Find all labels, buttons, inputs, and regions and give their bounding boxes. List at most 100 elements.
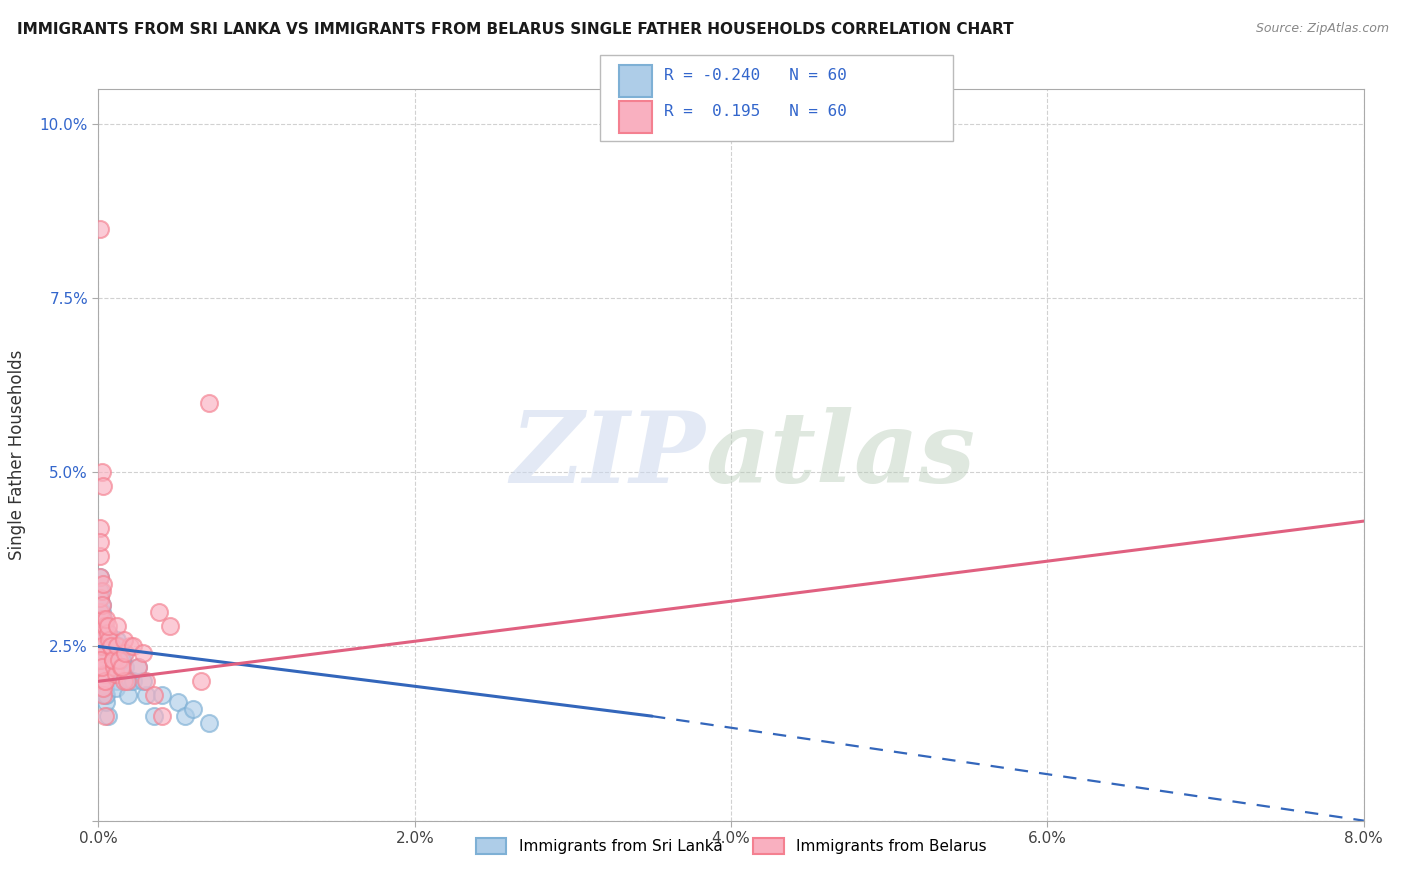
Point bbox=[91, 612, 114, 626]
Point bbox=[148, 605, 170, 619]
Point bbox=[90, 598, 112, 612]
Point bbox=[142, 688, 165, 702]
Point bbox=[93, 660, 117, 674]
Point bbox=[166, 695, 188, 709]
Point bbox=[89, 640, 111, 654]
Point bbox=[198, 716, 221, 731]
Point bbox=[96, 667, 118, 681]
Point bbox=[90, 612, 112, 626]
Point bbox=[91, 640, 114, 654]
Point bbox=[91, 640, 114, 654]
Point bbox=[90, 653, 112, 667]
Point bbox=[120, 640, 141, 654]
Point bbox=[91, 625, 114, 640]
Point bbox=[98, 632, 121, 647]
Point bbox=[90, 640, 112, 654]
Point bbox=[91, 681, 114, 696]
Point bbox=[90, 653, 112, 667]
Point bbox=[100, 640, 122, 654]
Point bbox=[89, 570, 111, 584]
Point bbox=[101, 653, 124, 667]
Point bbox=[89, 570, 111, 584]
Point bbox=[103, 660, 125, 674]
Point bbox=[115, 674, 138, 689]
Point bbox=[107, 632, 129, 647]
Point bbox=[112, 674, 135, 689]
Point bbox=[183, 702, 205, 716]
Point bbox=[91, 618, 114, 632]
Point bbox=[96, 674, 118, 689]
Point bbox=[107, 674, 129, 689]
Point bbox=[111, 660, 134, 674]
Point bbox=[89, 591, 111, 605]
Point bbox=[96, 612, 118, 626]
Point bbox=[115, 674, 138, 689]
Point bbox=[97, 647, 120, 661]
Point bbox=[101, 653, 124, 667]
Point bbox=[132, 647, 155, 661]
Point bbox=[142, 709, 165, 723]
Point bbox=[91, 632, 114, 647]
Text: R = -0.240   N = 60: R = -0.240 N = 60 bbox=[664, 68, 846, 83]
Point bbox=[91, 612, 114, 626]
Text: ZIP: ZIP bbox=[510, 407, 706, 503]
Point bbox=[104, 681, 127, 696]
Point bbox=[122, 674, 145, 689]
Point bbox=[114, 647, 136, 661]
Point bbox=[107, 618, 129, 632]
Point bbox=[190, 674, 212, 689]
Point bbox=[91, 653, 114, 667]
Point bbox=[89, 535, 111, 549]
Point bbox=[98, 640, 121, 654]
Point bbox=[89, 605, 111, 619]
Point bbox=[91, 632, 114, 647]
Point bbox=[93, 660, 117, 674]
Point bbox=[104, 667, 127, 681]
Point bbox=[120, 674, 141, 689]
Point bbox=[96, 695, 118, 709]
Point bbox=[117, 688, 139, 702]
Point bbox=[132, 674, 155, 689]
Point bbox=[90, 466, 112, 480]
Point bbox=[89, 583, 111, 598]
Point bbox=[89, 591, 111, 605]
Point bbox=[93, 681, 117, 696]
Point bbox=[90, 660, 112, 674]
Point bbox=[91, 647, 114, 661]
Text: Source: ZipAtlas.com: Source: ZipAtlas.com bbox=[1256, 22, 1389, 36]
Point bbox=[198, 395, 221, 409]
Point bbox=[100, 640, 122, 654]
Point bbox=[90, 598, 112, 612]
Point bbox=[93, 674, 117, 689]
Point bbox=[103, 667, 125, 681]
Point bbox=[89, 549, 111, 563]
Point bbox=[93, 667, 117, 681]
Point bbox=[93, 618, 117, 632]
Point bbox=[108, 653, 131, 667]
Point bbox=[159, 618, 181, 632]
Point bbox=[97, 625, 120, 640]
Point bbox=[93, 674, 117, 689]
Point bbox=[91, 688, 114, 702]
Y-axis label: Single Father Households: Single Father Households bbox=[8, 350, 25, 560]
Point bbox=[91, 479, 114, 493]
Point bbox=[97, 625, 120, 640]
Text: atlas: atlas bbox=[706, 407, 976, 503]
Point bbox=[112, 632, 135, 647]
Point bbox=[110, 660, 132, 674]
Point bbox=[93, 709, 117, 723]
Point bbox=[97, 618, 120, 632]
Point bbox=[174, 709, 197, 723]
Point bbox=[89, 221, 111, 235]
Point bbox=[91, 576, 114, 591]
Point bbox=[90, 647, 112, 661]
Point bbox=[103, 660, 125, 674]
Point bbox=[111, 653, 134, 667]
Point bbox=[111, 653, 134, 667]
Point bbox=[101, 653, 124, 667]
Point bbox=[127, 660, 149, 674]
Point bbox=[114, 660, 136, 674]
Point bbox=[89, 653, 111, 667]
Point bbox=[100, 660, 122, 674]
Point bbox=[90, 605, 112, 619]
